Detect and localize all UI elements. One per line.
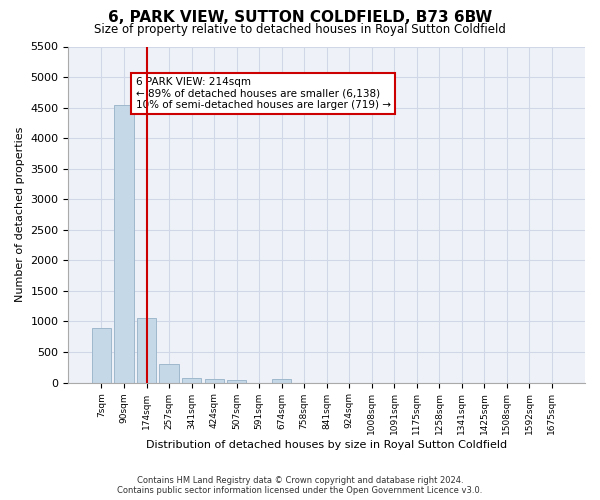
Bar [227,380,246,382]
Bar [92,328,111,382]
Bar [182,378,201,382]
Text: Contains HM Land Registry data © Crown copyright and database right 2024.
Contai: Contains HM Land Registry data © Crown c… [118,476,482,495]
Bar [272,379,291,382]
Y-axis label: Number of detached properties: Number of detached properties [15,127,25,302]
Text: 6, PARK VIEW, SUTTON COLDFIELD, B73 6BW: 6, PARK VIEW, SUTTON COLDFIELD, B73 6BW [108,10,492,25]
Text: Size of property relative to detached houses in Royal Sutton Coldfield: Size of property relative to detached ho… [94,22,506,36]
Bar [160,364,179,382]
Bar [115,104,134,382]
Bar [205,379,224,382]
Text: 6 PARK VIEW: 214sqm
← 89% of detached houses are smaller (6,138)
10% of semi-det: 6 PARK VIEW: 214sqm ← 89% of detached ho… [136,76,391,110]
X-axis label: Distribution of detached houses by size in Royal Sutton Coldfield: Distribution of detached houses by size … [146,440,507,450]
Bar [137,318,156,382]
